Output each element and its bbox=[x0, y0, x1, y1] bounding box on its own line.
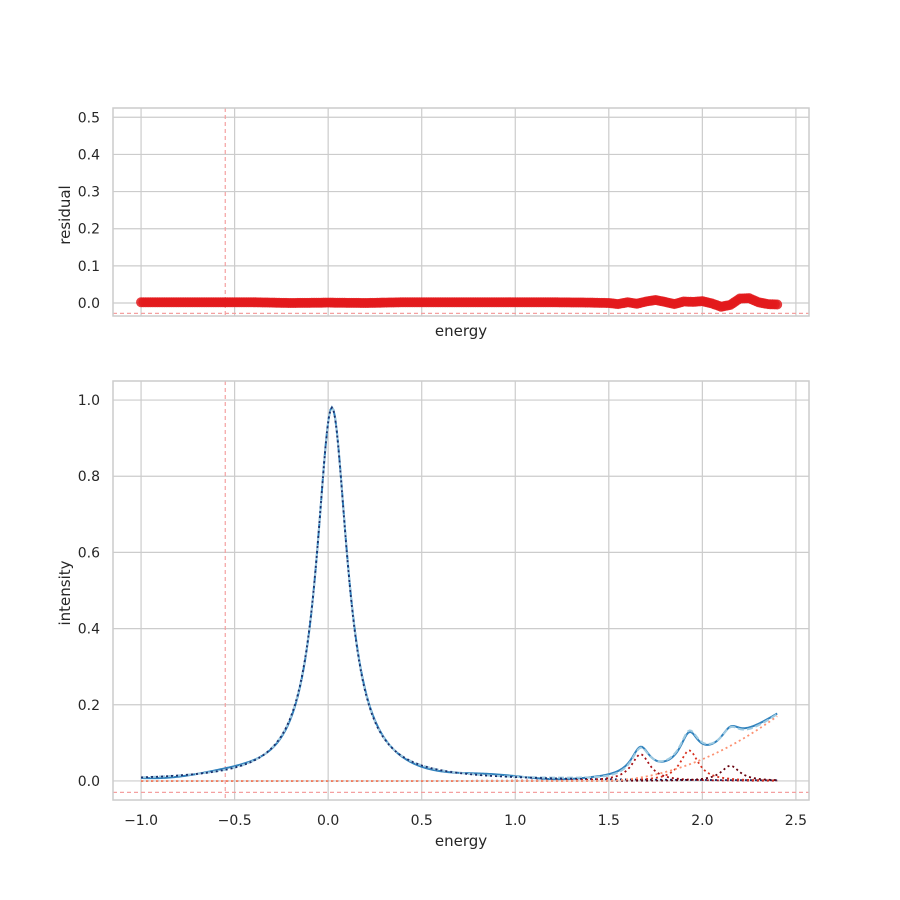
residual-y-tick-label: 0.0 bbox=[78, 296, 100, 312]
intensity-x-tick-label: 0.5 bbox=[411, 813, 433, 829]
residual-y-tick-label: 0.5 bbox=[78, 110, 100, 126]
intensity-x-tick-label: 2.5 bbox=[785, 813, 807, 829]
residual-y-tick-label: 0.2 bbox=[78, 222, 100, 238]
residual-grid bbox=[113, 108, 809, 316]
intensity-plot-frame bbox=[112, 380, 810, 801]
residual-panel: 0.0 0.1 0.2 0.3 0.4 0.5 energy residual bbox=[56, 107, 810, 340]
intensity-y-tick-label: 0.2 bbox=[78, 698, 100, 714]
intensity-component-line bbox=[141, 715, 778, 782]
residual-x-axis-label: energy bbox=[435, 322, 487, 340]
residual-points bbox=[136, 293, 783, 312]
intensity-x-tick-label: 2.0 bbox=[691, 813, 713, 829]
residual-y-tick-label: 0.3 bbox=[78, 185, 100, 201]
residual-y-tick-labels: 0.0 0.1 0.2 0.3 0.4 0.5 bbox=[78, 110, 100, 312]
residual-y-tick-label: 0.1 bbox=[78, 259, 100, 275]
residual-reference-lines bbox=[113, 108, 809, 316]
intensity-y-tick-label: 0.0 bbox=[78, 774, 100, 790]
intensity-fit-line bbox=[141, 405, 778, 779]
intensity-x-tick-label: −0.5 bbox=[218, 813, 252, 829]
intensity-grid bbox=[113, 381, 809, 800]
intensity-x-tick-label: 1.0 bbox=[504, 813, 526, 829]
intensity-x-axis-label: energy bbox=[435, 832, 487, 850]
intensity-x-tick-label: 0.0 bbox=[317, 813, 339, 829]
intensity-y-tick-label: 0.4 bbox=[78, 622, 100, 638]
intensity-lines bbox=[141, 405, 778, 782]
intensity-component-line bbox=[141, 405, 778, 782]
intensity-panel: 0.0 0.2 0.4 0.6 0.8 1.0 −1.0 −0.5 0.0 0.5 1.0 1.5 2… bbox=[56, 380, 810, 850]
residual-point bbox=[772, 299, 783, 310]
intensity-x-tick-label: 1.5 bbox=[598, 813, 620, 829]
residual-plot-frame bbox=[112, 107, 810, 317]
intensity-x-tick-label: −1.0 bbox=[124, 813, 158, 829]
intensity-y-tick-label: 0.6 bbox=[78, 545, 100, 561]
intensity-data-line bbox=[141, 405, 778, 781]
intensity-x-tick-labels: −1.0 −0.5 0.0 0.5 1.0 1.5 2.0 2.5 bbox=[124, 813, 807, 829]
residual-y-axis-label: residual bbox=[56, 185, 74, 244]
intensity-y-tick-labels: 0.0 0.2 0.4 0.6 0.8 1.0 bbox=[78, 393, 100, 790]
intensity-y-axis-label: intensity bbox=[56, 560, 74, 625]
intensity-y-tick-label: 1.0 bbox=[78, 393, 100, 409]
residual-y-tick-label: 0.4 bbox=[78, 147, 100, 163]
intensity-reference-lines bbox=[113, 381, 809, 800]
intensity-y-tick-label: 0.8 bbox=[78, 469, 100, 485]
